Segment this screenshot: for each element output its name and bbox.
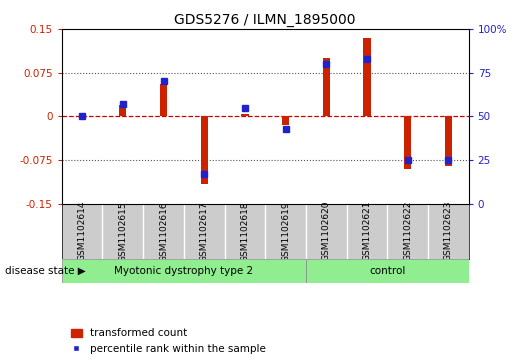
Text: GSM1102621: GSM1102621	[363, 201, 371, 261]
Bar	[119, 105, 127, 117]
Bar	[306, 258, 469, 283]
Text: GSM1102616: GSM1102616	[159, 201, 168, 261]
Bar	[200, 117, 208, 184]
Text: GSM1102619: GSM1102619	[281, 201, 290, 261]
Bar	[241, 114, 249, 117]
Text: control: control	[369, 266, 405, 276]
Text: GSM1102620: GSM1102620	[322, 201, 331, 261]
Title: GDS5276 / ILMN_1895000: GDS5276 / ILMN_1895000	[175, 13, 356, 26]
Bar	[62, 258, 306, 283]
Text: GSM1102617: GSM1102617	[200, 201, 209, 261]
Text: Myotonic dystrophy type 2: Myotonic dystrophy type 2	[114, 266, 253, 276]
Bar	[404, 117, 411, 169]
Bar	[444, 117, 452, 166]
Bar	[282, 117, 289, 125]
Bar	[322, 58, 330, 117]
Bar	[160, 85, 167, 117]
Text: GSM1102622: GSM1102622	[403, 201, 412, 261]
Text: GSM1102614: GSM1102614	[78, 201, 87, 261]
Text: GSM1102618: GSM1102618	[241, 201, 249, 261]
Text: GSM1102623: GSM1102623	[444, 201, 453, 261]
Text: disease state ▶: disease state ▶	[5, 266, 86, 276]
Bar	[363, 38, 371, 117]
Legend: transformed count, percentile rank within the sample: transformed count, percentile rank withi…	[67, 324, 270, 358]
Text: GSM1102615: GSM1102615	[118, 201, 127, 261]
